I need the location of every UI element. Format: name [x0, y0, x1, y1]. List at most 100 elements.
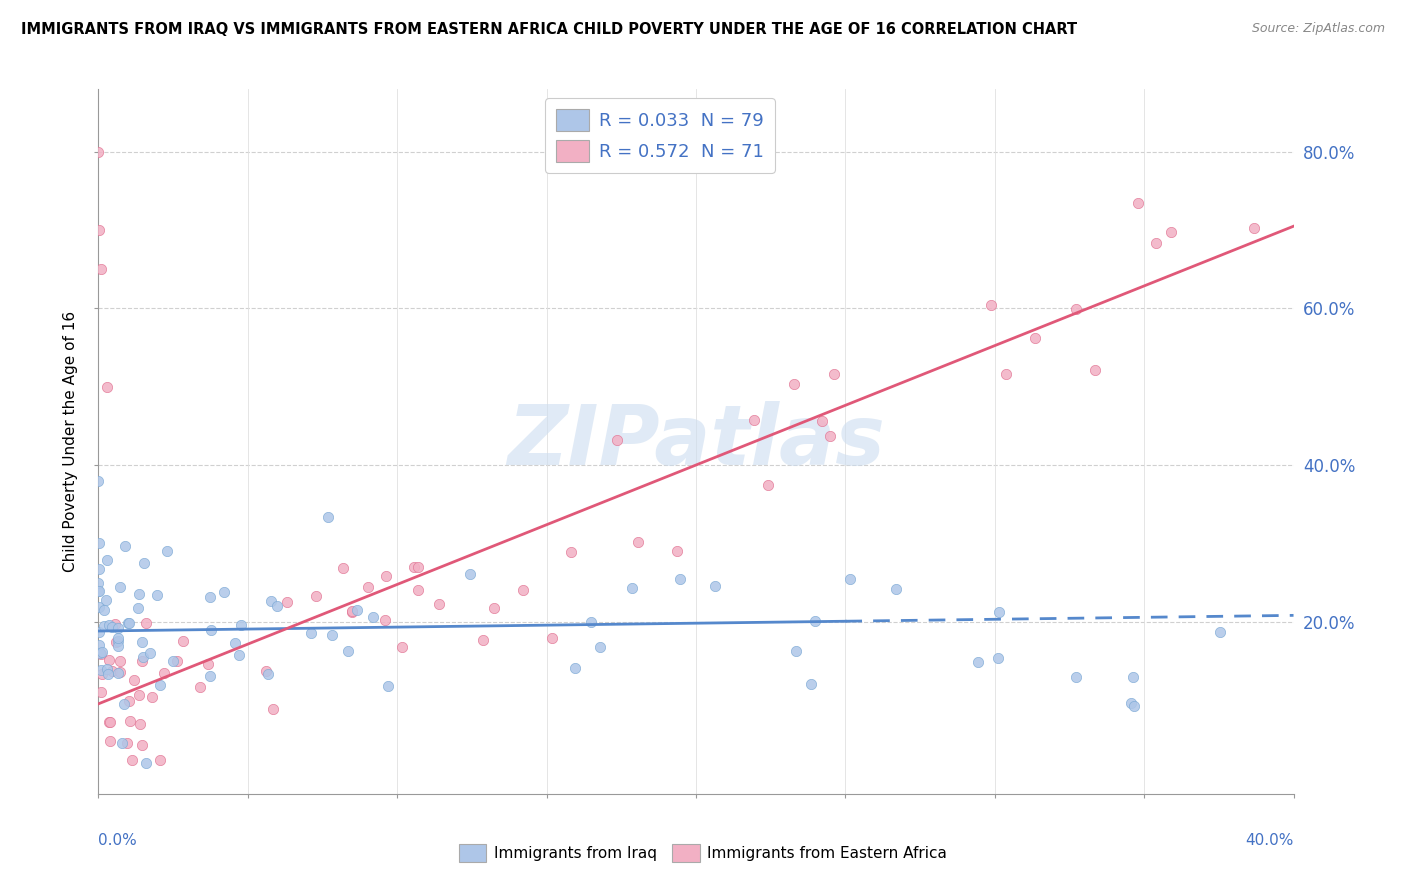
Point: [374, 613, 396, 627]
Point: [340, 605, 363, 619]
Text: 40.0%: 40.0%: [1246, 832, 1294, 847]
Point: [153, 665, 176, 680]
Point: [332, 561, 354, 575]
Point: [406, 559, 429, 574]
Point: [1243, 221, 1265, 235]
Point: [1146, 236, 1168, 251]
Point: [89, 223, 111, 237]
Point: [188, 680, 211, 694]
Point: [471, 632, 494, 647]
Point: [357, 580, 380, 594]
Point: [141, 690, 163, 704]
Point: [374, 569, 396, 583]
Point: [107, 631, 129, 645]
Point: [172, 633, 194, 648]
Legend: Immigrants from Iraq, Immigrants from Eastern Africa: Immigrants from Iraq, Immigrants from Ea…: [453, 838, 953, 868]
Point: [98, 714, 121, 729]
Point: [90, 685, 112, 699]
Point: [299, 625, 322, 640]
Point: [231, 618, 253, 632]
Point: [704, 579, 727, 593]
Point: [124, 673, 146, 687]
Point: [135, 616, 157, 631]
Point: [117, 736, 139, 750]
Point: [149, 678, 172, 692]
Point: [135, 756, 157, 770]
Point: [1160, 225, 1182, 239]
Point: [90, 262, 112, 277]
Point: [838, 572, 860, 586]
Point: [404, 560, 426, 574]
Point: [564, 661, 586, 675]
Point: [93, 603, 115, 617]
Text: Source: ZipAtlas.com: Source: ZipAtlas.com: [1251, 22, 1385, 36]
Point: [87, 536, 110, 550]
Point: [1122, 698, 1144, 713]
Point: [785, 644, 807, 658]
Point: [121, 753, 143, 767]
Point: [811, 414, 834, 428]
Point: [742, 412, 765, 426]
Point: [541, 632, 564, 646]
Point: [97, 715, 120, 730]
Point: [96, 663, 118, 677]
Point: [391, 640, 413, 655]
Point: [361, 610, 384, 624]
Point: [987, 605, 1010, 619]
Point: [606, 433, 628, 447]
Point: [224, 636, 246, 650]
Text: IMMIGRANTS FROM IRAQ VS IMMIGRANTS FROM EASTERN AFRICA CHILD POVERTY UNDER THE A: IMMIGRANTS FROM IRAQ VS IMMIGRANTS FROM …: [21, 22, 1077, 37]
Point: [112, 697, 135, 711]
Point: [87, 625, 110, 640]
Point: [131, 635, 153, 649]
Point: [484, 601, 506, 615]
Point: [197, 657, 219, 672]
Point: [782, 376, 804, 391]
Point: [166, 654, 188, 668]
Point: [212, 585, 235, 599]
Point: [1066, 670, 1088, 684]
Point: [104, 635, 127, 649]
Point: [96, 592, 118, 607]
Point: [980, 298, 1002, 312]
Point: [967, 655, 990, 669]
Point: [127, 600, 149, 615]
Point: [340, 604, 363, 618]
Point: [149, 753, 172, 767]
Point: [1119, 696, 1142, 710]
Point: [87, 576, 110, 591]
Point: [91, 645, 114, 659]
Point: [1208, 625, 1230, 640]
Legend: R = 0.033  N = 79, R = 0.572  N = 71: R = 0.033 N = 79, R = 0.572 N = 71: [546, 98, 775, 173]
Point: [818, 429, 841, 443]
Point: [90, 664, 112, 678]
Point: [254, 664, 277, 678]
Point: [96, 553, 118, 567]
Point: [107, 666, 129, 681]
Point: [128, 587, 150, 601]
Point: [118, 616, 141, 631]
Point: [107, 634, 129, 648]
Y-axis label: Child Poverty Under the Age of 16: Child Poverty Under the Age of 16: [63, 311, 79, 572]
Point: [98, 653, 121, 667]
Text: ZIPatlas: ZIPatlas: [508, 401, 884, 482]
Point: [884, 582, 907, 596]
Point: [756, 478, 779, 492]
Point: [128, 716, 150, 731]
Point: [799, 677, 821, 691]
Point: [260, 594, 283, 608]
Point: [89, 599, 111, 614]
Point: [406, 582, 429, 597]
Point: [89, 646, 111, 660]
Point: [1122, 670, 1144, 684]
Point: [579, 615, 602, 630]
Point: [108, 665, 131, 680]
Point: [87, 638, 110, 652]
Point: [118, 694, 141, 708]
Point: [90, 647, 112, 661]
Point: [1024, 331, 1046, 345]
Point: [101, 664, 124, 678]
Point: [98, 618, 121, 632]
Point: [305, 589, 328, 603]
Point: [98, 734, 121, 748]
